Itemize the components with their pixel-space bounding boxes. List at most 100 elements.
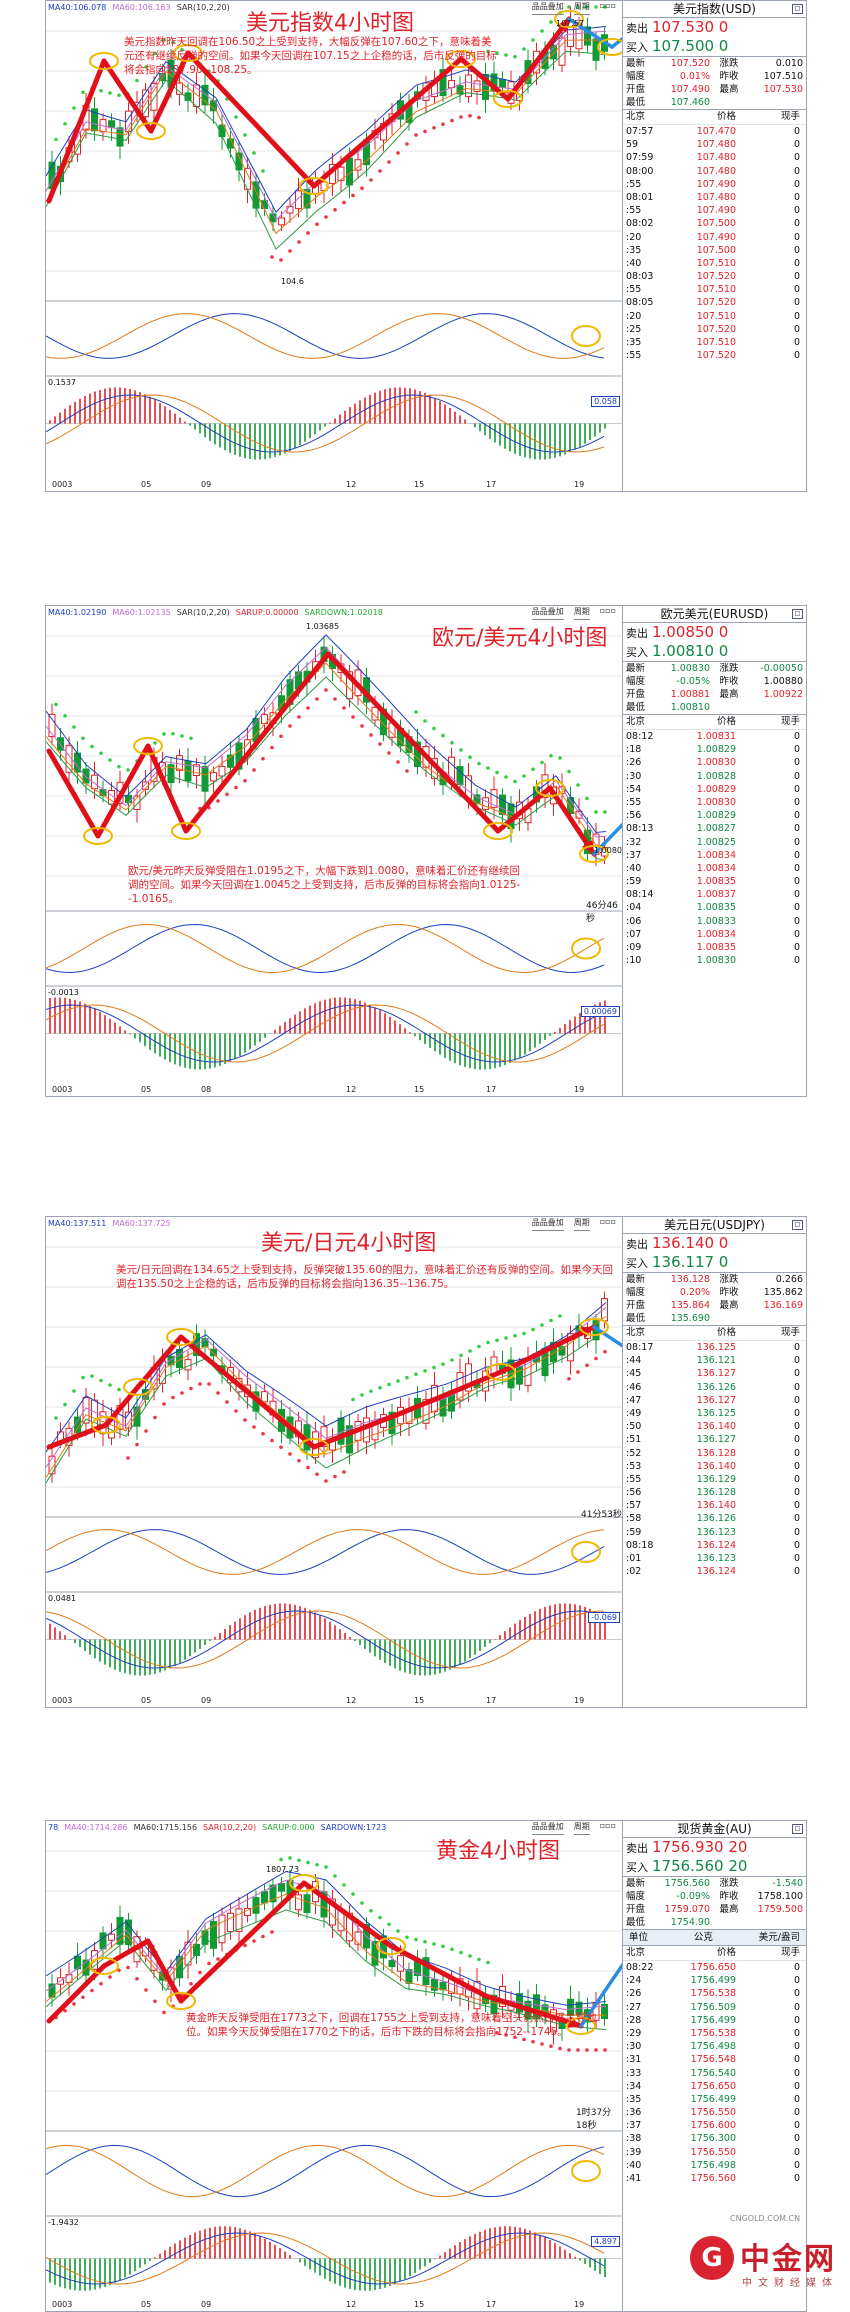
tick-row: :30 1.00828 0 [623, 770, 806, 783]
candlestick-chart[interactable]: MA40:137.511 MA60:137.725 品品叠加 周期 ▫▫▫ 美元/日元… [46, 1217, 623, 1707]
logo-url: CNGOLD.COM.CN [730, 2214, 801, 2223]
highlight-oval [535, 779, 565, 797]
trend-arrow-segment [103, 1384, 141, 1428]
window-toggle-icon[interactable]: □ [792, 4, 803, 14]
highlight-oval [376, 1937, 406, 1955]
tick-volume: 0 [793, 205, 800, 217]
sar-dot [216, 1957, 220, 1961]
chart-canvas[interactable] [46, 606, 622, 1096]
tick-price: 107.500 [696, 218, 736, 230]
tick-header: 北京 价格 现手 [623, 1326, 806, 1341]
instrument-name: 现货黄金(AU) [677, 1822, 752, 1836]
toolbar-button[interactable]: 品品叠加 [531, 1217, 564, 1231]
tick-time: :55 [626, 284, 642, 296]
sar-dot [261, 756, 265, 761]
window-buttons-icon[interactable]: ▫▫▫ [599, 1821, 616, 1830]
tick-time: :55 [626, 205, 642, 217]
oscillator-line [46, 923, 605, 974]
oscillator-value: 0.1537 [48, 378, 76, 387]
sar-dot [468, 755, 472, 759]
tick-volume: 0 [793, 126, 800, 137]
instrument-name: 美元指数(USD) [672, 2, 756, 16]
sar-dot [414, 710, 418, 714]
tick-row: :09 1.00835 0 [623, 941, 806, 954]
tick-row: :40 1.00834 0 [623, 862, 806, 875]
toolbar-button[interactable]: 周期 [573, 606, 590, 620]
sar-dot [252, 768, 256, 772]
candlestick-chart[interactable]: MA40:1.02190 MA60:1.02135 SAR(10,2,20) SARU… [46, 606, 627, 1096]
candlestick-chart[interactable]: 78 MA40:1714.286 MA60:1715.156 SAR(10,2,20)… [46, 1821, 623, 2311]
candle-body [82, 1397, 90, 1424]
toolbar: 品品叠加 周期 ▫▫▫ [531, 606, 616, 620]
sar-dot [450, 741, 454, 745]
tick-row: :40 1756.498 0 [623, 2159, 806, 2172]
sar-dot [414, 1372, 418, 1377]
tick-list: 北京 价格 现手 08:17 136.125 0:44 136.121 0:45 136.127… [623, 1326, 806, 1578]
tick-row: :28 1756.499 0 [623, 2014, 806, 2027]
trend-arrow-segment [547, 785, 597, 857]
sar-dot [432, 1365, 436, 1370]
toolbar-button[interactable]: 周期 [573, 1, 590, 15]
sell-row: 卖出 1.00850 0 [623, 623, 806, 642]
highlight-oval [493, 90, 523, 108]
trend-arrow-segment [311, 56, 464, 189]
tick-volume: 0 [793, 823, 800, 835]
bid-ask-block: 卖出 1.00850 0 买入 1.00810 0 [623, 623, 806, 662]
sar-dot [558, 1314, 562, 1318]
toolbar-button[interactable]: 品品叠加 [531, 606, 564, 620]
buy-label: 买入 [626, 1861, 648, 1874]
sell-price: 107.530 0 [652, 18, 729, 36]
sar-dot [549, 20, 553, 24]
stat-cell: 涨跌 [719, 1274, 739, 1285]
candlestick-chart[interactable]: MA40:106.078 MA60:106.163 SAR(10,2,20) 品品叠… [46, 1, 623, 491]
tick-volume: 0 [793, 350, 800, 362]
macd-signal-line [46, 1610, 605, 1669]
indicator-value: SARDOWN:1723 [320, 1823, 387, 1832]
sar-dot [405, 142, 409, 146]
stat-cell: 0.266 [775, 1274, 803, 1285]
window-buttons-icon[interactable]: ▫▫▫ [599, 1217, 616, 1226]
highlight-oval [171, 822, 201, 840]
window-toggle-icon[interactable]: □ [792, 1220, 803, 1230]
toolbar-button[interactable]: 周期 [573, 1217, 590, 1231]
window-toggle-icon[interactable]: □ [792, 609, 803, 619]
tick-volume: 0 [793, 2107, 800, 2119]
macd-value: 4.897 [591, 2236, 620, 2247]
tick-time: :38 [626, 2133, 642, 2145]
candle-body [499, 78, 506, 88]
chart-canvas[interactable] [46, 1821, 622, 2311]
tick-row: :35 107.500 0 [623, 244, 806, 257]
stat-cell: 最新 [626, 1878, 646, 1889]
window-toggle-icon[interactable]: □ [792, 1824, 803, 1834]
candle-body [422, 1399, 430, 1424]
chart-title: 美元指数4小时图 [246, 11, 414, 36]
tick-time: :56 [626, 1487, 642, 1499]
tick-row: :25 107.520 0 [623, 323, 806, 336]
toolbar-button[interactable]: 品品叠加 [531, 1821, 564, 1835]
sar-dot [531, 38, 535, 42]
unit-row[interactable]: 单位 公克 美元/盎司 [623, 1930, 806, 1946]
trend-arrow-segment [178, 1880, 307, 2004]
candle-body [227, 1912, 234, 1933]
sar-dot [522, 774, 526, 778]
sar-dot [513, 1333, 517, 1338]
tick-price: 1756.538 [690, 2027, 736, 2039]
sar-dot [54, 1416, 58, 1420]
toolbar-button[interactable]: 周期 [573, 1821, 590, 1835]
stat-cell [748, 1312, 806, 1325]
tick-row: :59 1.00835 0 [623, 875, 806, 888]
chart-canvas[interactable] [46, 1, 622, 491]
tick-row: :07 1.00834 0 [623, 928, 806, 941]
window-buttons-icon[interactable]: ▫▫▫ [599, 606, 616, 615]
x-tick-label: 17 [486, 1085, 497, 1094]
window-buttons-icon[interactable]: ▫▫▫ [599, 1, 616, 10]
toolbar-button[interactable]: 品品叠加 [531, 1, 564, 15]
price-label: 1.03685 [306, 622, 340, 631]
tick-price: 107.490 [696, 178, 736, 190]
tick-volume: 0 [793, 271, 800, 283]
candle-body [388, 1411, 396, 1434]
tick-row: :55 1.00830 0 [623, 796, 806, 809]
sar-dot [351, 1397, 355, 1402]
trend-arrow-segment [301, 1880, 394, 1949]
tick-price: 136.128 [696, 1447, 736, 1459]
